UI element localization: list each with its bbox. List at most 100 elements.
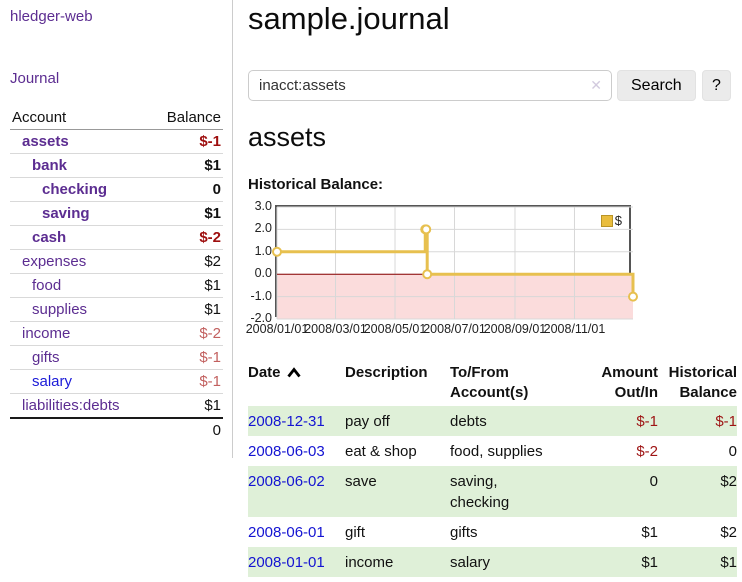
account-row: assets $-1 bbox=[10, 129, 223, 154]
transaction-balance: 0 bbox=[728, 443, 737, 460]
account-row: liabilities:debts $1 bbox=[10, 393, 223, 419]
transaction-date-link[interactable]: 2008-06-01 bbox=[248, 524, 325, 541]
account-balance: $-2 bbox=[149, 225, 223, 250]
transactions-header-row: Date Description To/From Account(s) Amount … bbox=[248, 360, 737, 406]
page-title: sample.journal bbox=[248, 1, 450, 36]
accounts-total-row: 0 bbox=[10, 417, 223, 442]
legend-label: $ bbox=[614, 213, 622, 228]
account-balance: $-1 bbox=[149, 129, 223, 154]
account-link[interactable]: gifts bbox=[32, 349, 60, 366]
transaction-row: 2008-01-01 income salary $1 $1 bbox=[248, 547, 737, 577]
transaction-date-link[interactable]: 2008-06-02 bbox=[248, 473, 325, 490]
transaction-amount: $1 bbox=[641, 524, 658, 541]
y-axis-tick-label: 1.0 bbox=[254, 243, 272, 258]
accounts-table: Account Balance assets $-1 bank $1 checking 0… bbox=[10, 106, 223, 442]
historical-balance-chart: $ 3.0 2.0 1.0 0.0 -1.0 -2.0 2008/01/01 2008/03/… bbox=[246, 199, 737, 342]
x-axis-tick-label: 2008/03/01 bbox=[304, 322, 367, 336]
account-row: checking 0 bbox=[10, 177, 223, 202]
chart-legend: $ bbox=[600, 213, 622, 228]
search-form: ✕ Search ? bbox=[248, 70, 737, 102]
transaction-accounts: saving, checking bbox=[450, 473, 510, 511]
account-balance: $2 bbox=[149, 249, 223, 274]
transaction-date-link[interactable]: 2008-12-31 bbox=[248, 413, 325, 430]
transaction-date-link[interactable]: 2008-06-03 bbox=[248, 443, 325, 460]
transaction-row: 2008-06-03 eat & shop food, supplies $-2 0 bbox=[248, 436, 737, 466]
sort-ascending-icon bbox=[286, 367, 301, 378]
y-axis-tick-label: 0.0 bbox=[254, 266, 272, 281]
account-link[interactable]: food bbox=[32, 277, 62, 294]
x-axis-tick-label: 2008/05/01 bbox=[363, 322, 427, 336]
account-balance: $1 bbox=[149, 153, 223, 178]
column-header-description: Description bbox=[345, 364, 428, 381]
column-header-accounts: To/From Account(s) bbox=[450, 364, 529, 401]
account-link[interactable]: bank bbox=[32, 157, 68, 174]
transaction-description: pay off bbox=[345, 413, 390, 430]
account-row: expenses $2 bbox=[10, 249, 223, 274]
account-link[interactable]: cash bbox=[32, 229, 67, 246]
transaction-balance: $2 bbox=[720, 524, 737, 541]
legend-swatch-icon bbox=[600, 214, 613, 227]
account-link[interactable]: assets bbox=[22, 133, 69, 150]
account-link[interactable]: expenses bbox=[22, 253, 87, 270]
sidebar-item-journal[interactable]: Journal bbox=[10, 70, 60, 87]
column-header-date[interactable]: Date bbox=[248, 360, 345, 406]
account-link[interactable]: salary bbox=[32, 373, 73, 390]
x-axis-tick-label: 2008/09/01 bbox=[483, 322, 547, 336]
account-balance: $-1 bbox=[149, 369, 223, 394]
transaction-row: 2008-06-02 save saving, checking 0 $2 bbox=[248, 466, 737, 517]
accounts-total-balance: 0 bbox=[149, 417, 223, 442]
x-axis-tick-label: 2008/11/01 bbox=[543, 322, 606, 336]
y-axis-tick-label: 3.0 bbox=[254, 199, 272, 213]
transaction-date-link[interactable]: 2008-01-01 bbox=[248, 554, 325, 571]
transaction-accounts: gifts bbox=[450, 524, 478, 541]
account-balance: 0 bbox=[149, 177, 223, 202]
y-axis-tick-label: -1.0 bbox=[250, 288, 272, 303]
y-axis-tick-label: -2.0 bbox=[250, 311, 272, 325]
transaction-description: income bbox=[345, 554, 394, 571]
account-row: cash $-2 bbox=[10, 225, 223, 250]
account-link[interactable]: liabilities:debts bbox=[22, 397, 120, 414]
transaction-description: eat & shop bbox=[345, 443, 417, 460]
account-balance: $1 bbox=[149, 201, 223, 226]
transaction-amount: $-2 bbox=[636, 443, 658, 460]
account-balance: $-2 bbox=[149, 321, 223, 346]
transaction-accounts: food, supplies bbox=[450, 443, 543, 460]
account-link[interactable]: checking bbox=[42, 181, 108, 198]
chart-plot-area: $ bbox=[272, 205, 638, 320]
accounts-table-header: Account Balance bbox=[10, 106, 223, 130]
transaction-description: gift bbox=[345, 524, 366, 541]
account-balance: $1 bbox=[149, 393, 223, 419]
account-row: salary $-1 bbox=[10, 369, 223, 394]
account-link[interactable]: supplies bbox=[32, 301, 88, 318]
transaction-description: save bbox=[345, 473, 377, 490]
account-link[interactable]: saving bbox=[42, 205, 90, 222]
help-button[interactable]: ? bbox=[702, 70, 731, 101]
account-balance: $-1 bbox=[149, 345, 223, 370]
main-content: sample.journal ✕ Search ? assets Histori… bbox=[246, 0, 737, 582]
chart-title: Historical Balance: bbox=[248, 176, 384, 193]
transaction-balance: $-1 bbox=[715, 413, 737, 430]
account-row: income $-2 bbox=[10, 321, 223, 346]
transaction-balance: $1 bbox=[720, 554, 737, 571]
clear-search-icon[interactable]: ✕ bbox=[590, 77, 602, 93]
accounts-header-balance: Balance bbox=[149, 106, 223, 130]
account-balance: $1 bbox=[149, 273, 223, 298]
search-input[interactable] bbox=[248, 70, 612, 101]
x-axis-tick-label: 2008/07/01 bbox=[423, 322, 486, 336]
account-row: supplies $1 bbox=[10, 297, 223, 322]
search-button[interactable]: Search bbox=[617, 70, 696, 101]
transaction-amount: $1 bbox=[641, 554, 658, 571]
account-row: food $1 bbox=[10, 273, 223, 298]
account-balance: $1 bbox=[149, 297, 223, 322]
transaction-balance: $2 bbox=[720, 473, 737, 490]
transaction-amount: $-1 bbox=[636, 413, 658, 430]
account-row: bank $1 bbox=[10, 153, 223, 178]
account-row: saving $1 bbox=[10, 201, 223, 226]
account-link[interactable]: income bbox=[22, 325, 71, 342]
transaction-row: 2008-06-01 gift gifts $1 $2 bbox=[248, 517, 737, 547]
transaction-row: 2008-12-31 pay off debts $-1 $-1 bbox=[248, 406, 737, 436]
transactions-table: Date Description To/From Account(s) Amount … bbox=[248, 360, 737, 577]
column-header-balance: Historical Balance bbox=[668, 364, 737, 401]
x-axis-tick-label: 2008/01/01 bbox=[245, 322, 309, 336]
brand-link[interactable]: hledger-web bbox=[10, 8, 93, 25]
